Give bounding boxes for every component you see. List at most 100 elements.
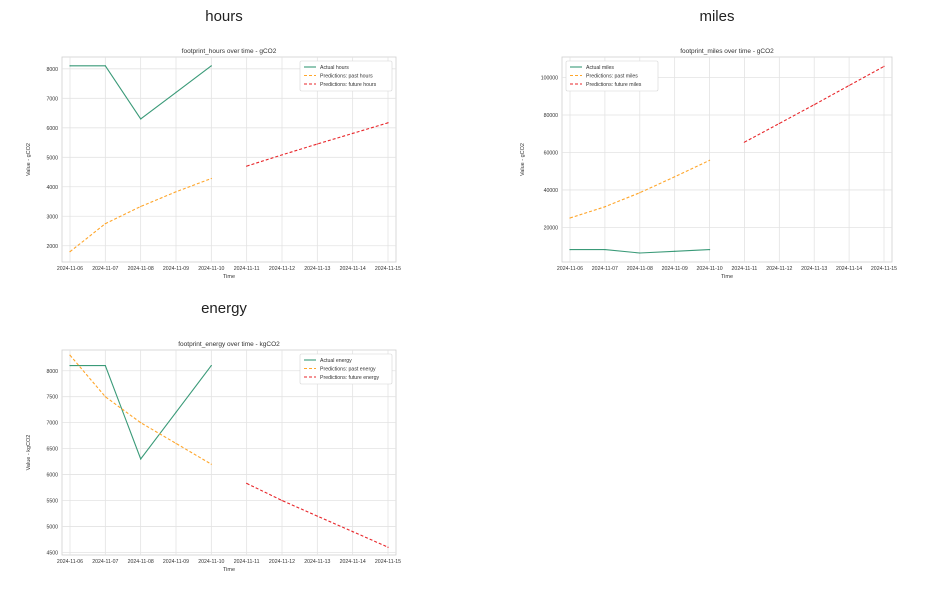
data-point-past: [104, 396, 106, 398]
legend-label: Actual energy: [320, 358, 352, 364]
y-tick-label: 80000: [544, 113, 559, 119]
x-tick-label: 2024-11-07: [592, 266, 618, 272]
legend: Actual energy Predictions: past energy Pre…: [299, 353, 393, 385]
panel-title-hours: hours: [205, 8, 243, 25]
data-point-future: [316, 515, 318, 517]
y-tick-label: 7000: [46, 421, 58, 427]
energy-chart: footprint_energy over time - kgCO2 2024-1…: [26, 341, 401, 573]
data-point-actual: [104, 65, 106, 67]
x-tick-label: 2024-11-14: [836, 266, 862, 272]
data-point-actual: [210, 65, 212, 67]
data-point-actual: [674, 250, 676, 252]
y-tick-label: 6000: [46, 126, 58, 132]
y-tick-label: 6500: [46, 447, 58, 453]
legend-label: Actual miles: [586, 65, 614, 71]
data-point-future: [387, 546, 389, 548]
data-point-actual: [569, 249, 571, 251]
y-tick-label: 8000: [46, 67, 58, 73]
chart-title: footprint_miles over time - gCO2: [680, 48, 774, 55]
legend-label: Actual hours: [320, 65, 349, 71]
y-tick-label: 8000: [46, 369, 58, 375]
y-axis-label: Value - kgCO2: [26, 435, 32, 471]
data-point-actual: [104, 364, 106, 367]
data-point-future: [352, 132, 354, 134]
legend-label: Predictions: past hours: [320, 74, 373, 80]
x-tick-label: 2024-11-08: [627, 266, 653, 272]
y-tick-label: 20000: [544, 225, 559, 231]
x-tick-label: 2024-11-07: [92, 559, 118, 565]
data-point-past: [210, 177, 212, 180]
data-point-actual: [140, 118, 142, 120]
data-point-actual: [708, 249, 711, 251]
data-point-actual: [175, 411, 177, 413]
data-point-future: [883, 65, 885, 67]
data-point-actual: [604, 249, 606, 251]
x-tick-label: 2024-11-11: [732, 266, 758, 272]
data-point-future: [352, 531, 354, 533]
data-point-actual: [210, 364, 212, 367]
x-tick-label: 2024-11-08: [128, 266, 154, 272]
data-point-future: [281, 499, 283, 502]
data-point-future: [246, 482, 248, 484]
data-point-actual: [639, 252, 641, 254]
x-tick-label: 2024-11-06: [57, 559, 83, 565]
y-axis-label: Value - gCO2: [520, 143, 526, 176]
y-tick-label: 6000: [46, 473, 58, 479]
y-tick-label: 5500: [46, 499, 58, 505]
y-tick-label: 5000: [46, 155, 58, 161]
data-point-past: [708, 159, 711, 161]
hours-chart: footprint_hours over time - gCO2 2024-11-…: [26, 48, 401, 280]
data-point-actual: [69, 364, 71, 367]
legend-box: [299, 60, 393, 92]
data-point-past: [69, 251, 71, 253]
data-point-past: [674, 176, 676, 178]
y-tick-label: 2000: [46, 244, 58, 250]
data-point-future: [778, 122, 780, 125]
y-tick-label: 3000: [46, 214, 58, 220]
panel-title-miles: miles: [699, 8, 735, 25]
legend-label: Predictions: past miles: [586, 74, 638, 80]
legend-label: Predictions: future miles: [586, 82, 642, 88]
data-point-future: [246, 165, 248, 167]
y-tick-label: 4000: [46, 185, 58, 191]
data-point-past: [639, 192, 641, 194]
data-point-past: [69, 354, 71, 356]
x-tick-label: 2024-11-10: [198, 559, 224, 565]
data-point-past: [569, 217, 571, 219]
chart-title: footprint_hours over time - gCO2: [182, 48, 277, 55]
x-tick-label: 2024-11-09: [163, 559, 189, 565]
series-line-past: [69, 177, 212, 253]
legend-box: [299, 353, 393, 385]
data-point-past: [175, 442, 177, 445]
x-tick-label: 2024-11-06: [57, 266, 83, 272]
series-line-past: [569, 159, 710, 219]
data-point-past: [175, 191, 177, 193]
data-point-actual: [175, 91, 177, 93]
data-point-actual: [140, 458, 142, 460]
x-tick-label: 2024-11-12: [269, 559, 295, 565]
y-tick-label: 7500: [46, 395, 58, 401]
data-point-past: [104, 223, 106, 225]
data-point-future: [387, 122, 389, 124]
data-point-future: [743, 141, 746, 143]
x-tick-label: 2024-11-13: [801, 266, 827, 272]
data-point-past: [210, 463, 212, 465]
legend-label: Predictions: future hours: [320, 82, 377, 88]
series-line-past: [69, 354, 212, 465]
data-point-future: [813, 104, 815, 106]
data-point-past: [604, 206, 606, 208]
y-tick-label: 60000: [544, 150, 559, 156]
y-axis-label: Value - gCO2: [26, 143, 32, 176]
x-tick-label: 2024-11-14: [340, 266, 366, 272]
y-tick-label: 100000: [541, 76, 558, 82]
x-axis-label: Time: [721, 274, 733, 280]
legend-box: [565, 60, 659, 92]
data-point-future: [281, 154, 283, 156]
x-tick-label: 2024-11-15: [375, 266, 401, 272]
legend-label: Predictions: future energy: [320, 375, 380, 381]
x-tick-label: 2024-11-12: [766, 266, 792, 272]
legend: Actual hours Predictions: past hours Predi…: [299, 60, 393, 92]
data-point-past: [140, 205, 142, 208]
x-tick-label: 2024-11-10: [696, 266, 722, 272]
y-tick-label: 5000: [46, 524, 58, 530]
